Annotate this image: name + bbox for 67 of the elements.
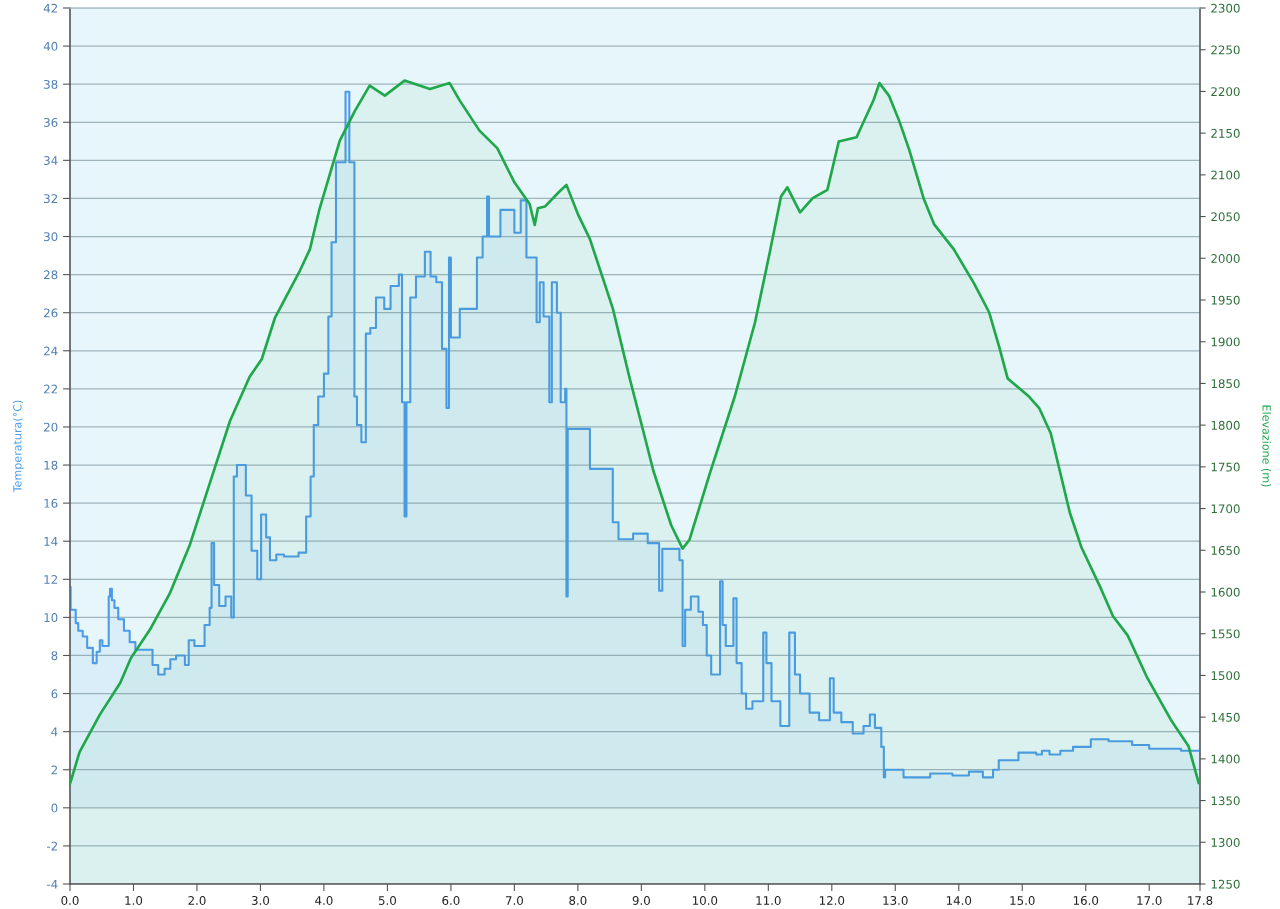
x-tick-label: 10.0 [692, 896, 718, 905]
x-tick-label: 11.0 [756, 896, 781, 905]
y-tick-label: 26 [44, 308, 58, 318]
y2-tick-label: 1500 [1211, 671, 1240, 681]
y2-tick-label: 1450 [1211, 712, 1240, 722]
y-tick-label: 36 [44, 117, 58, 127]
y2-tick-label: 2000 [1211, 254, 1240, 263]
x-tick-label: 1.0 [125, 896, 143, 905]
x-tick-label: 0.0 [61, 896, 79, 905]
x-tick-label: 13.0 [883, 896, 908, 905]
y-tick-label: 12 [44, 575, 58, 584]
y-tick-label: 2 [51, 765, 58, 775]
y2-tick-label: 2200 [1211, 87, 1240, 97]
y-axis-title: Temperatura(°C) [12, 400, 24, 493]
y2-axis-title: Elevazione (m) [1261, 405, 1272, 487]
x-tick-label: 8.0 [569, 896, 587, 905]
y-tick-label: 42 [43, 3, 58, 13]
y-tick-label: 34 [44, 156, 58, 165]
x-tick-label: 9.0 [632, 896, 650, 905]
y-tick-label: 22 [44, 384, 58, 394]
x-tick-label: 17.8 [1188, 896, 1213, 905]
x-tick-label: 2.0 [188, 896, 206, 905]
y-tick-label: 40 [43, 41, 58, 51]
y2-tick-label: 1300 [1211, 838, 1240, 847]
y-tick-label: -2 [47, 841, 58, 851]
x-tick-label: 12.0 [819, 896, 845, 905]
y-tick-label: 16 [44, 498, 58, 508]
y2-tick-label: 1650 [1211, 546, 1240, 555]
x-tick-label: 5.0 [378, 896, 397, 905]
y2-tick-label: 1600 [1211, 587, 1240, 597]
y-tick-label: 28 [44, 270, 58, 280]
y-tick-label: 14 [44, 537, 58, 546]
x-tick-label: 3.0 [251, 896, 270, 905]
x-tick-label: 16.0 [1073, 896, 1099, 905]
y-tick-label: 10 [44, 613, 58, 623]
y-tick-label: 18 [44, 460, 58, 470]
y-tick-label: 8 [51, 651, 58, 661]
y-tick-label: 6 [51, 689, 58, 699]
y2-tick-label: 1350 [1211, 796, 1240, 806]
x-tick-label: 15.0 [1010, 896, 1035, 905]
x-tick-label: 17.0 [1137, 896, 1162, 905]
y2-tick-label: 2150 [1211, 128, 1240, 138]
y-tick-label: 30 [44, 232, 58, 242]
y2-tick-label: 1950 [1211, 295, 1240, 305]
y-tick-label: -4 [47, 879, 58, 889]
y2-tick-label: 1400 [1211, 754, 1240, 764]
y2-tick-label: 1700 [1211, 504, 1240, 514]
y-tick-label: 20 [44, 422, 58, 432]
y-tick-label: 0 [51, 803, 58, 813]
y2-tick-label: 2300 [1211, 3, 1240, 13]
y2-tick-label: 1900 [1211, 337, 1240, 347]
x-tick-label: 4.0 [315, 896, 333, 905]
x-tick-label: 7.0 [505, 896, 523, 905]
y2-tick-label: 2250 [1211, 45, 1240, 55]
y2-tick-label: 2050 [1211, 212, 1240, 222]
y2-tick-label: 1750 [1211, 462, 1240, 472]
y-tick-label: 38 [44, 79, 58, 89]
y2-tick-label: 1800 [1211, 420, 1240, 430]
y-tick-label: 32 [44, 194, 58, 204]
y2-tick-label: 1850 [1211, 379, 1240, 389]
y2-tick-label: 2100 [1211, 170, 1240, 180]
y2-tick-label: 1250 [1211, 879, 1240, 889]
y2-tick-label: 1550 [1211, 629, 1240, 639]
x-tick-label: 14.0 [946, 896, 972, 905]
x-tick-label: 6.0 [442, 896, 460, 905]
y-tick-label: 4 [51, 727, 58, 737]
y-tick-label: 24 [44, 346, 58, 356]
